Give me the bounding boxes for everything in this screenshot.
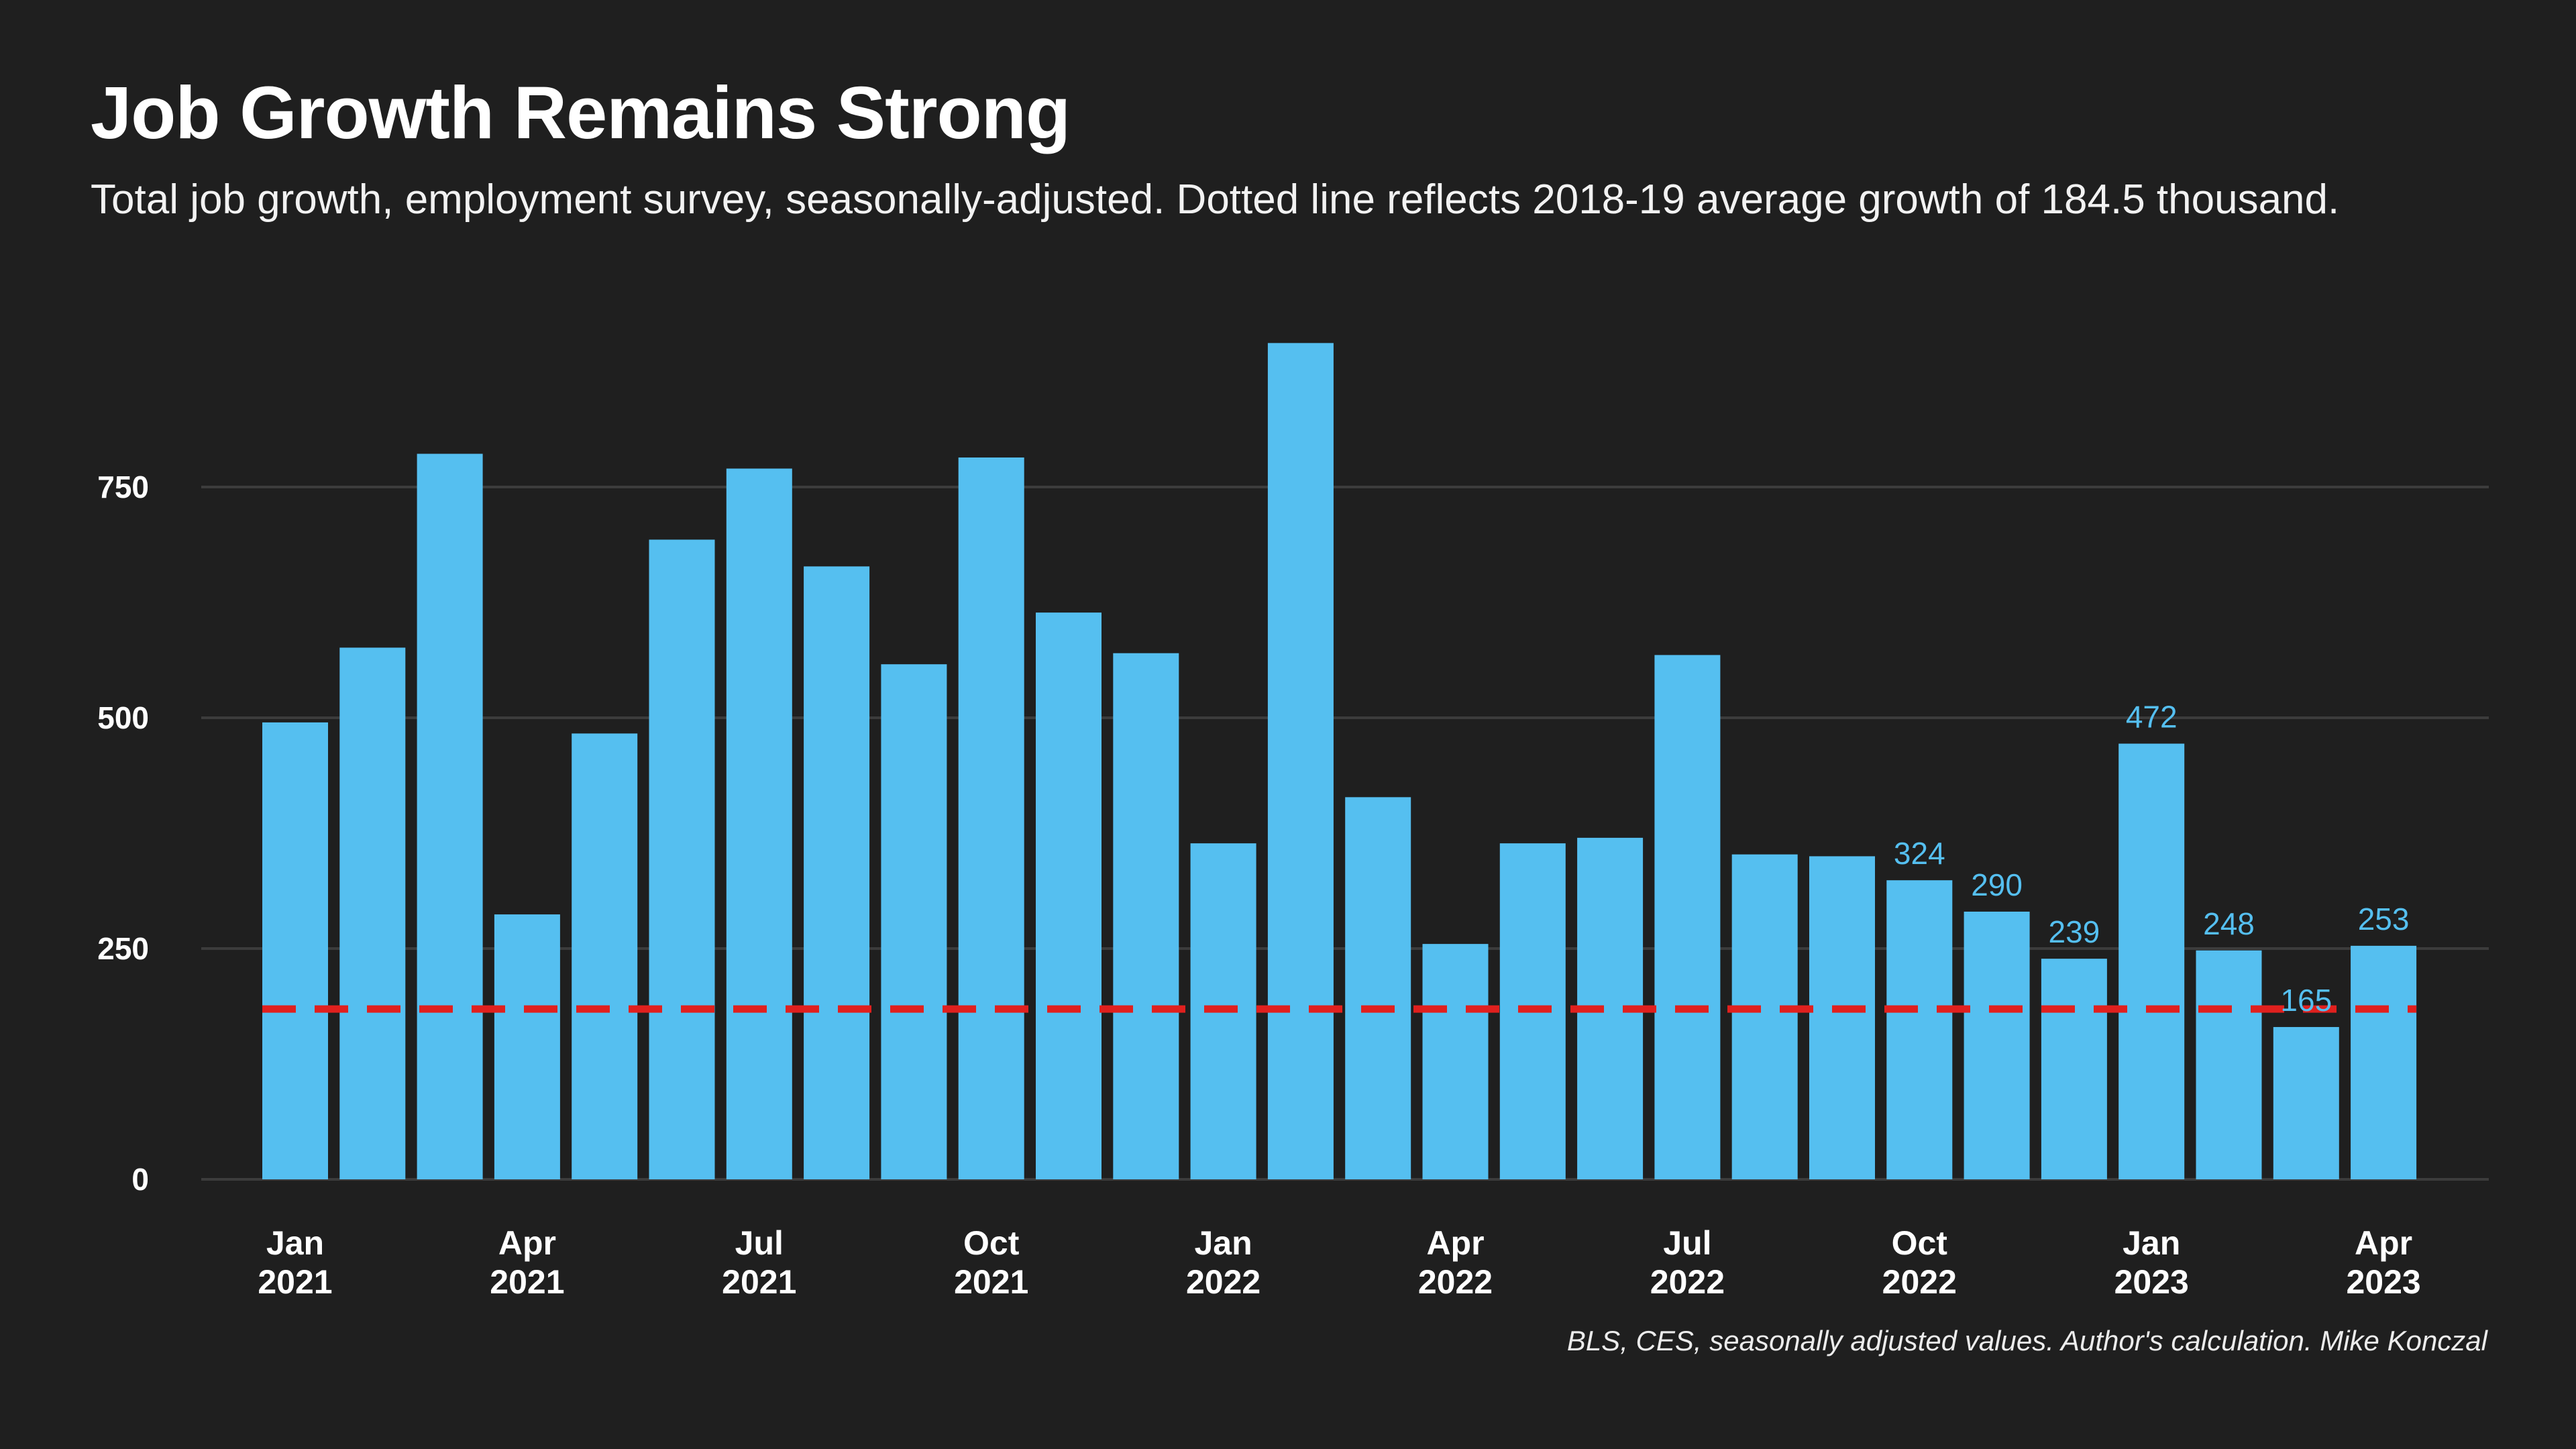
- x-tick-year: 2021: [954, 1263, 1028, 1301]
- x-tick-month: Jan: [1195, 1224, 1252, 1262]
- chart-title: Job Growth Remains Strong: [91, 72, 1071, 154]
- x-tick-year: 2022: [1186, 1263, 1260, 1301]
- data-label-22: 290: [1971, 867, 2023, 902]
- x-tick-year: 2021: [490, 1263, 564, 1301]
- bar-5: [649, 539, 715, 1179]
- x-tick-month: Jan: [266, 1224, 324, 1262]
- bar-24: [2118, 743, 2185, 1179]
- bar-1: [339, 647, 406, 1179]
- bar-4: [572, 733, 638, 1179]
- x-tick-year: 2022: [1882, 1263, 1957, 1301]
- y-axis-ticks: 0 250 500 750: [97, 470, 149, 1197]
- data-label-21: 324: [1894, 836, 1945, 871]
- x-tick-year: 2021: [258, 1263, 332, 1301]
- x-tick-year: 2023: [2346, 1263, 2420, 1301]
- x-tick-month: Apr: [1426, 1224, 1484, 1262]
- x-tick-month: Jan: [2123, 1224, 2180, 1262]
- chart-subtitle: Total job growth, employment survey, sea…: [91, 176, 2340, 223]
- x-tick-year: 2022: [1650, 1263, 1725, 1301]
- bar-22: [1964, 911, 2030, 1179]
- y-tick-label: 250: [97, 931, 149, 966]
- bar-13: [1267, 343, 1334, 1179]
- x-tick-year: 2023: [2114, 1263, 2189, 1301]
- bar-8: [881, 664, 947, 1179]
- bar-27: [2351, 945, 2417, 1179]
- x-tick-year: 2021: [722, 1263, 796, 1301]
- bar-3: [494, 914, 560, 1179]
- bar-18: [1654, 655, 1721, 1179]
- bar-26: [2273, 1026, 2339, 1179]
- data-label-27: 253: [2358, 902, 2410, 936]
- x-tick-month: Apr: [498, 1224, 556, 1262]
- x-axis-ticks: Jan2021Apr2021Jul2021Oct2021Jan2022Apr20…: [258, 1224, 2420, 1301]
- source-caption: BLS, CES, seasonally adjusted values. Au…: [1566, 1325, 2487, 1356]
- bar-25: [2196, 950, 2262, 1179]
- bar-10: [1036, 612, 1102, 1179]
- data-label-23: 239: [2049, 914, 2100, 949]
- bar-2: [417, 453, 483, 1179]
- bar-23: [2041, 959, 2107, 1179]
- bar-9: [958, 457, 1024, 1179]
- data-label-25: 248: [2203, 906, 2255, 941]
- bars: [262, 343, 2417, 1179]
- bar-15: [1422, 944, 1489, 1179]
- data-label-24: 472: [2126, 700, 2178, 735]
- x-tick-month: Jul: [1663, 1224, 1711, 1262]
- data-labels: 324 290 239 472 248 165 253: [1894, 700, 2410, 1018]
- x-tick-month: Jul: [735, 1224, 784, 1262]
- bar-19: [1731, 854, 1798, 1179]
- bar-20: [1809, 856, 1875, 1179]
- y-tick-label: 500: [97, 700, 149, 735]
- bar-6: [726, 468, 792, 1179]
- x-tick-month: Apr: [2355, 1224, 2412, 1262]
- x-tick-year: 2022: [1418, 1263, 1493, 1301]
- bar-7: [804, 566, 870, 1179]
- bar-11: [1113, 653, 1179, 1179]
- bar-0: [262, 722, 328, 1179]
- y-tick-label: 750: [97, 470, 149, 504]
- bar-14: [1345, 797, 1411, 1179]
- y-tick-label: 0: [131, 1162, 149, 1197]
- x-tick-month: Oct: [963, 1224, 1020, 1262]
- data-label-26: 165: [2280, 983, 2332, 1018]
- bar-21: [1886, 880, 1953, 1179]
- x-tick-month: Oct: [1892, 1224, 1948, 1262]
